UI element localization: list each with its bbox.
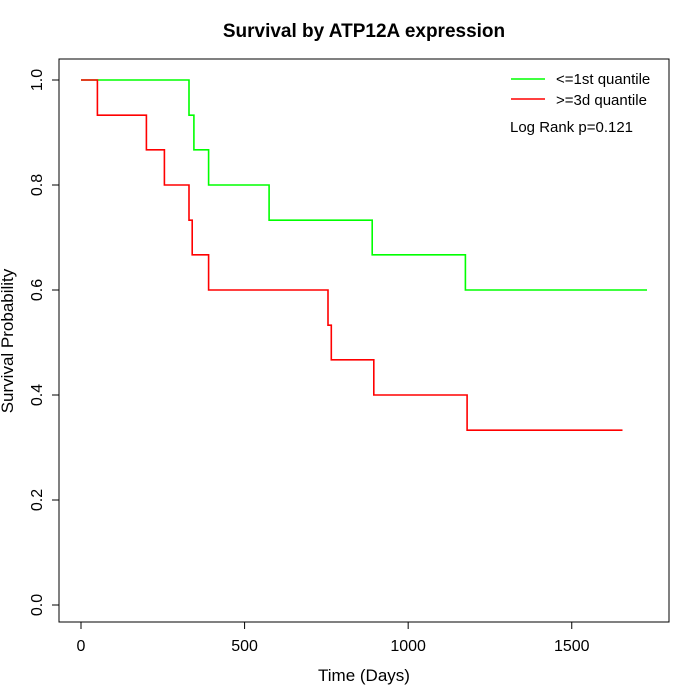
x-axis-label: Time (Days)	[318, 666, 410, 685]
y-tick-label: 0.2	[29, 489, 46, 511]
x-tick-label: 1500	[554, 638, 590, 655]
series-layer	[81, 79, 647, 432]
y-tick-label: 1.0	[29, 69, 46, 91]
x-axis: 0 500 1000 1500	[77, 621, 590, 655]
survival-curve-high-quantile	[81, 79, 623, 432]
x-tick-label: 0	[77, 638, 86, 655]
legend-label-low-quantile: <=1st quantile	[556, 71, 650, 88]
survival-curve-low-quantile	[81, 79, 647, 291]
chart-title: Survival by ATP12A expression	[223, 21, 505, 42]
x-tick-label: 500	[231, 638, 258, 655]
y-tick-label: 0.4	[29, 384, 46, 406]
y-tick-label: 0.0	[29, 594, 46, 616]
y-tick-label: 0.6	[29, 279, 46, 301]
plot-frame	[58, 58, 670, 623]
y-tick-label: 0.8	[29, 174, 46, 196]
y-axis-label: Survival Probability	[0, 268, 17, 413]
legend: <=1st quantile >=3d quantile	[511, 71, 650, 109]
y-axis: 0.0 0.2 0.4 0.6 0.8 1.0	[29, 69, 60, 616]
x-tick-label: 1000	[390, 638, 426, 655]
log-rank-annotation: Log Rank p=0.121	[510, 119, 633, 136]
legend-label-high-quantile: >=3d quantile	[556, 92, 647, 109]
